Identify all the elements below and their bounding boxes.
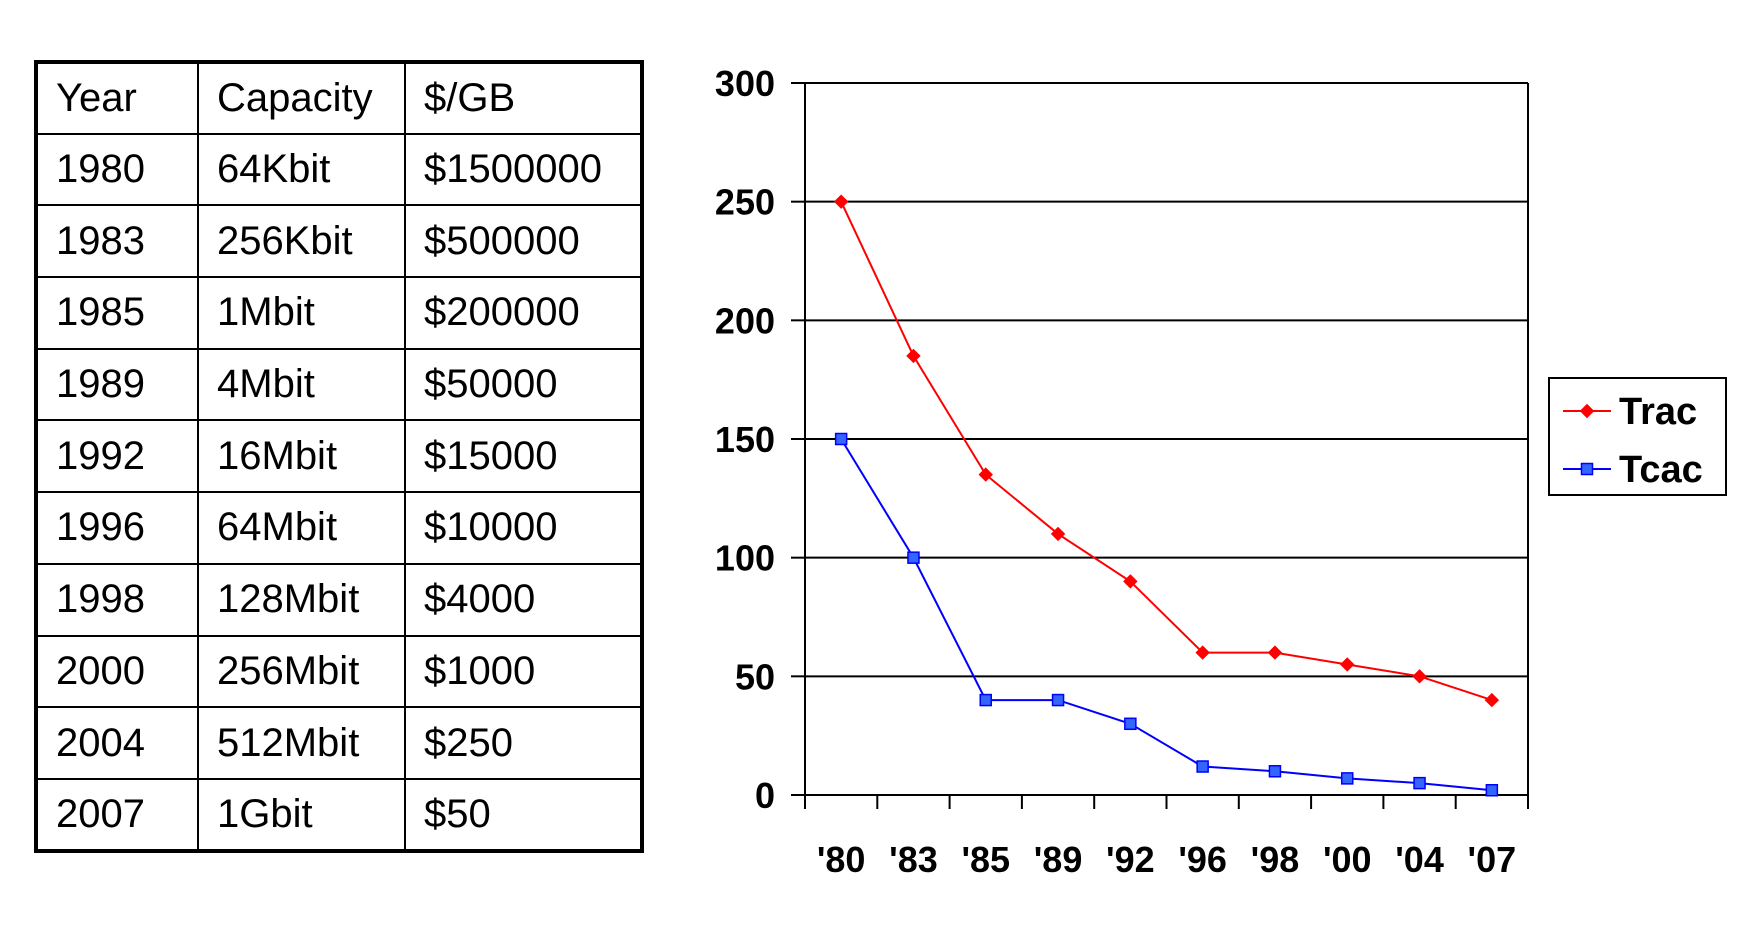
- table-cell: 64Mbit: [197, 491, 406, 565]
- table-row: 2007 1Gbit $50: [35, 777, 643, 852]
- legend-marker: [1579, 403, 1595, 419]
- x-tick-label: '00: [1323, 839, 1372, 880]
- y-tick-label: 0: [755, 775, 775, 816]
- legend-marker: [1580, 462, 1594, 476]
- table-cell: $250: [404, 706, 643, 780]
- data-point: [1123, 574, 1138, 589]
- data-point: [979, 693, 992, 707]
- table-header-row: Year Capacity $/GB: [35, 61, 643, 135]
- table-row: 1996 64Mbit $10000: [35, 491, 643, 565]
- data-point: [834, 432, 848, 446]
- table-header-cell: $/GB: [404, 61, 643, 135]
- legend-label: Trac: [1619, 391, 1697, 433]
- table-cell: 256Kbit: [197, 204, 406, 279]
- table-cell: 128Mbit: [197, 562, 406, 637]
- table-cell: 1996: [35, 491, 199, 565]
- table-header-cell: Year: [35, 61, 199, 135]
- y-tick-label: 100: [715, 538, 775, 579]
- table-cell: $50: [404, 777, 643, 852]
- table-cell: 2007: [35, 777, 199, 852]
- table-cell: 1998: [35, 562, 199, 637]
- table-header-cell: Capacity: [197, 61, 406, 135]
- table-cell: $10000: [404, 491, 643, 565]
- table-cell: 64Kbit: [197, 132, 406, 207]
- data-point: [1124, 717, 1137, 731]
- series-line-tcac: [840, 438, 1492, 792]
- table-row: 2004 512Mbit $250: [35, 706, 643, 780]
- table-cell: $15000: [404, 419, 643, 494]
- data-point: [1267, 645, 1283, 660]
- legend-box: [1548, 377, 1727, 496]
- dram-table: Year Capacity $/GB 1980 64Kbit $1500000 198…: [34, 60, 644, 853]
- table-cell: 1Gbit: [197, 777, 406, 852]
- data-point: [1195, 645, 1210, 660]
- x-tick-label: '83: [889, 839, 938, 880]
- data-point: [1484, 692, 1500, 708]
- table-cell: 512Mbit: [197, 706, 406, 780]
- data-point: [1341, 772, 1354, 785]
- table-cell: 4Mbit: [197, 347, 406, 422]
- table-row: 2000 256Mbit $1000: [35, 634, 643, 709]
- x-tick-label: '92: [1106, 839, 1155, 880]
- table-cell: $200000: [404, 276, 643, 350]
- table-row: 1992 16Mbit $15000: [35, 419, 643, 494]
- x-tick-label: '96: [1178, 839, 1227, 880]
- table-cell: $4000: [404, 562, 643, 637]
- table-cell: $50000: [404, 347, 643, 422]
- table-cell: $500000: [404, 204, 643, 279]
- data-point: [906, 348, 921, 364]
- table-cell: $1000: [404, 634, 643, 709]
- x-tick-label: '80: [817, 839, 866, 880]
- y-tick-label: 250: [715, 182, 775, 223]
- data-point: [1340, 657, 1355, 672]
- table-cell: 1985: [35, 276, 199, 350]
- x-tick-label: '98: [1251, 839, 1300, 880]
- data-point: [1413, 776, 1426, 790]
- data-point: [1051, 693, 1065, 707]
- x-tick-label: '07: [1468, 839, 1517, 880]
- table-cell: $1500000: [404, 132, 643, 207]
- table-cell: 256Mbit: [197, 634, 406, 709]
- series-line-trac: [840, 201, 1493, 702]
- y-tick-label: 150: [715, 419, 775, 460]
- table-row: 1980 64Kbit $1500000: [35, 132, 643, 207]
- table-row: 1985 1Mbit $200000: [35, 276, 643, 350]
- table-cell: 1989: [35, 347, 199, 422]
- data-point: [1050, 526, 1066, 542]
- table-row: 1989 4Mbit $50000: [35, 347, 643, 422]
- data-point: [978, 467, 993, 482]
- table-cell: 1Mbit: [197, 276, 406, 350]
- data-point: [907, 551, 920, 564]
- table-cell: 2004: [35, 706, 199, 780]
- table-cell: 1992: [35, 419, 199, 494]
- table-cell: 2000: [35, 634, 199, 709]
- data-point: [1196, 760, 1209, 773]
- y-tick-label: 50: [735, 656, 775, 697]
- x-tick-label: '89: [1034, 839, 1083, 880]
- table-cell: 1983: [35, 204, 199, 279]
- x-tick-label: '04: [1395, 839, 1444, 880]
- data-point: [833, 194, 849, 209]
- table-cell: 1980: [35, 132, 199, 207]
- data-point: [1485, 784, 1499, 797]
- legend-label: Tcac: [1619, 449, 1703, 491]
- table-row: 1998 128Mbit $4000: [35, 562, 643, 637]
- x-tick-label: '85: [961, 839, 1010, 880]
- data-point: [1412, 669, 1427, 684]
- data-point: [1268, 765, 1282, 778]
- table-row: 1983 256Kbit $500000: [35, 204, 643, 279]
- table-cell: 16Mbit: [197, 419, 406, 494]
- y-tick-label: 200: [715, 300, 775, 341]
- y-tick-label: 300: [715, 63, 775, 104]
